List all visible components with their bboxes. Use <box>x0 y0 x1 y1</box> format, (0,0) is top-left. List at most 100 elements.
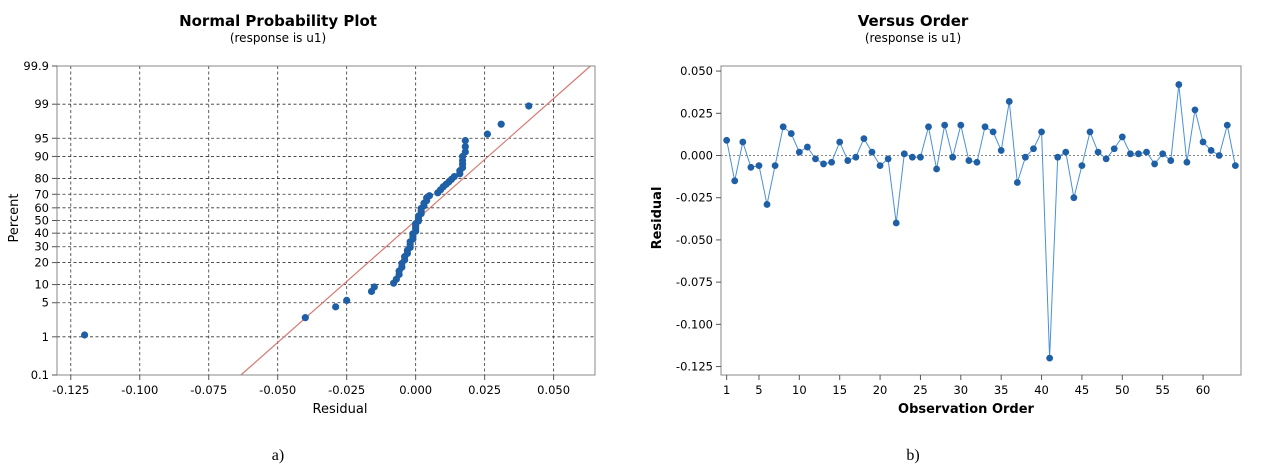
chart-b-data-point <box>917 153 924 161</box>
chart-a-data-point <box>497 120 505 128</box>
chart-b-data-point <box>1038 128 1045 136</box>
chart-b-data-point <box>876 162 884 170</box>
chart-b-data-point <box>755 162 763 170</box>
chart-b-data-point <box>900 150 908 158</box>
chart-b-data-point <box>1118 133 1126 141</box>
chart-b-x-tick-label: 15 <box>832 383 847 397</box>
chart-b-x-tick-label: 30 <box>953 383 968 397</box>
chart-b-x-tick-label: 35 <box>994 383 1009 397</box>
chart-b-data-point <box>844 157 852 164</box>
chart-b-data-point <box>973 158 981 166</box>
chart-b-data-point <box>812 155 819 163</box>
chart-a-x-tick-label: 0.000 <box>399 383 432 397</box>
chart-b-data-point <box>860 135 868 143</box>
chart-a-y-tick-label: 0.1 <box>31 368 49 382</box>
chart-b-x-tick-label: 20 <box>873 383 888 397</box>
caption-b: b) <box>906 447 919 464</box>
chart-b-x-tick-label: 60 <box>1196 383 1211 397</box>
normal-probability-plot: Normal Probability Plot (response is u1)… <box>7 12 596 464</box>
chart-b-x-axis-label: Observation Order <box>898 402 1035 417</box>
chart-b-data-point <box>1070 194 1078 202</box>
chart-b-x-tick-labels: 1 5 10 15 20 25 30 35 40 45 50 55 60 <box>723 375 1210 397</box>
chart-b-y-tick-label: 0.050 <box>680 64 713 78</box>
chart-b-data-point <box>868 148 876 156</box>
chart-a-x-tick-label: 0.025 <box>468 383 501 397</box>
chart-a-data-point <box>343 296 351 305</box>
chart-b-data-point <box>1143 148 1150 156</box>
chart-b-data-point <box>965 157 973 164</box>
chart-b-data-point <box>836 138 844 146</box>
chart-b-data-point <box>908 153 916 161</box>
chart-b-data-point <box>828 158 836 166</box>
chart-b-data-point <box>933 165 940 173</box>
chart-b-y-tick-label: -0.025 <box>676 191 713 205</box>
chart-b-data-point <box>1223 121 1231 129</box>
chart-b-data-point <box>1191 106 1199 114</box>
chart-b-data-point <box>1159 150 1167 158</box>
chart-b-data-point <box>1207 147 1215 154</box>
chart-b-y-tick-label: -0.075 <box>676 275 713 289</box>
chart-b-data-point <box>1005 98 1013 105</box>
caption-a: a) <box>272 447 284 464</box>
chart-b-series-line <box>726 84 1236 359</box>
chart-a-x-tick-label: -0.025 <box>328 383 365 397</box>
chart-b-y-tick-label: 0.000 <box>680 148 713 162</box>
chart-b-data-point <box>820 160 827 168</box>
chart-a-gridlines <box>57 66 595 375</box>
chart-b-y-tick-label: -0.125 <box>676 360 713 374</box>
chart-b-data-point <box>1078 162 1086 170</box>
chart-a-x-tick-label: 0.050 <box>537 383 570 397</box>
chart-b-points <box>723 81 1239 362</box>
chart-b-data-point <box>852 153 860 161</box>
chart-b-subtitle: (response is u1) <box>865 31 961 45</box>
chart-b-x-tick-label: 50 <box>1115 383 1130 397</box>
chart-b-data-point <box>884 155 892 163</box>
chart-b-data-point <box>1231 162 1239 170</box>
chart-a-x-tick-label: -0.075 <box>190 383 227 397</box>
chart-b-data-point <box>779 123 787 131</box>
chart-a-y-tick-label: 1 <box>42 330 49 344</box>
chart-b-data-point <box>731 177 739 185</box>
chart-b-data-point <box>1022 153 1029 161</box>
chart-b-x-tick-label: 55 <box>1155 383 1170 397</box>
chart-b-data-point <box>1094 148 1102 156</box>
chart-a-data-point <box>525 102 533 110</box>
chart-a-y-tick-label: 80 <box>34 171 49 185</box>
chart-a-x-tick-label: -0.050 <box>259 383 296 397</box>
chart-b-data-point <box>771 162 779 170</box>
chart-b-data-point <box>1175 81 1183 88</box>
chart-b-data-point <box>941 121 949 129</box>
chart-b-data-point <box>1013 179 1021 186</box>
versus-order-plot: Versus Order (response is u1) 1 5 10 15 20 25… <box>650 12 1242 464</box>
chart-a-y-tick-label: 5 <box>42 296 49 310</box>
chart-a-y-axis-label: Percent <box>7 194 22 243</box>
chart-b-x-tick-label: 1 <box>723 383 730 397</box>
chart-b-data-point <box>739 138 747 146</box>
chart-b-data-point <box>1110 145 1118 153</box>
chart-a-data-point <box>461 148 469 156</box>
chart-b-data-point <box>1086 128 1094 136</box>
chart-a-x-tick-label: -0.125 <box>52 383 89 397</box>
chart-a-data-point <box>461 143 469 151</box>
chart-a-data-point <box>80 331 89 339</box>
chart-b-y-axis-label: Residual <box>650 187 665 250</box>
chart-b-data-point <box>1135 150 1142 158</box>
chart-b-data-point <box>1046 354 1054 362</box>
chart-b-data-point <box>981 123 989 131</box>
chart-b-data-point <box>892 219 900 227</box>
chart-a-data-point <box>450 173 458 181</box>
chart-a-x-tick-label: -0.100 <box>121 383 158 397</box>
chart-a-points <box>80 102 533 339</box>
chart-a-data-point <box>483 130 491 138</box>
chart-b-data-point <box>1151 160 1159 168</box>
chart-a-y-tick-label: 95 <box>34 131 49 145</box>
chart-b-x-tick-label: 10 <box>792 383 807 397</box>
chart-b-x-tick-label: 40 <box>1034 383 1049 397</box>
chart-b-data-point <box>1062 148 1070 156</box>
chart-a-y-tick-label: 99.9 <box>23 59 49 73</box>
chart-b-data-point <box>949 153 957 161</box>
chart-b-plot-frame <box>720 65 1242 376</box>
chart-a-x-tick-labels: -0.125 -0.100 -0.075 -0.050 -0.025 0.000 0.025… <box>52 375 570 397</box>
